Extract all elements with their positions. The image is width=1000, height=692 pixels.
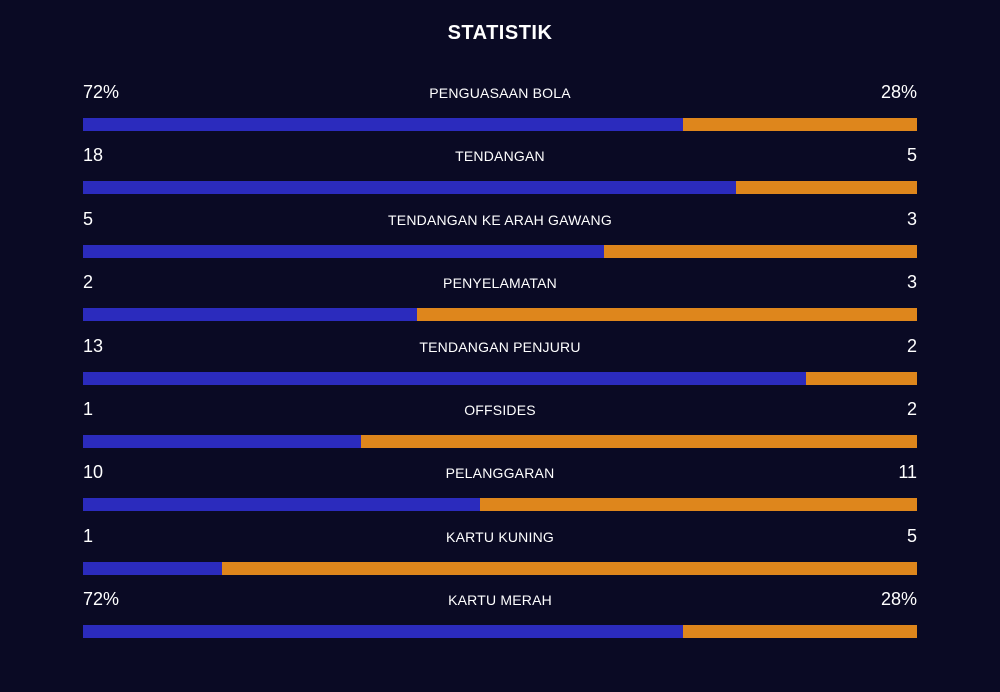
comparison-bar xyxy=(83,625,917,639)
away-value: 3 xyxy=(906,272,917,293)
stat-row-fouls: 10 PELANGGARAN 11 xyxy=(83,460,917,523)
stat-row-shots-on-target: 5 TENDANGAN KE ARAH GAWANG 3 xyxy=(83,207,917,270)
away-value: 5 xyxy=(906,525,917,546)
stat-label: TENDANGAN xyxy=(455,148,545,165)
home-value: 5 xyxy=(83,208,94,229)
comparison-bar xyxy=(83,371,917,385)
away-value: 3 xyxy=(906,208,917,229)
comparison-bar xyxy=(83,308,917,322)
away-value: 2 xyxy=(906,335,917,356)
away-value: 2 xyxy=(906,398,917,419)
home-value: 10 xyxy=(83,462,104,483)
away-bar-segment xyxy=(683,625,917,639)
stat-header: 10 PELANGGARAN 11 xyxy=(83,462,917,488)
away-bar-segment xyxy=(604,244,917,258)
stat-row-yellow-cards: 1 KARTU KUNING 5 xyxy=(83,524,917,587)
stat-row-corners: 13 TENDANGAN PENJURU 2 xyxy=(83,334,917,397)
page-title: STATISTIK xyxy=(447,22,553,44)
stat-label: OFFSIDES xyxy=(464,401,536,418)
stat-header: 72% PENGUASAAN BOLA 28% xyxy=(83,82,917,108)
comparison-bar xyxy=(83,118,917,131)
stat-header: 1 KARTU KUNING 5 xyxy=(83,526,917,552)
stat-label: KARTU MERAH xyxy=(448,592,552,609)
stat-header: 5 TENDANGAN KE ARAH GAWANG 3 xyxy=(83,209,917,235)
away-bar-segment xyxy=(416,308,917,322)
stat-row-shots: 18 TENDANGAN 5 xyxy=(83,143,917,206)
stat-label: PELANGGARAN xyxy=(445,465,555,482)
home-bar-segment xyxy=(83,118,684,131)
away-bar-segment xyxy=(736,181,917,195)
stat-label: KARTU KUNING xyxy=(446,528,554,545)
away-bar-segment xyxy=(479,498,917,512)
stat-header: 1 OFFSIDES 2 xyxy=(83,399,917,425)
comparison-bar xyxy=(83,181,917,195)
comparison-bar xyxy=(83,434,917,448)
home-value: 13 xyxy=(83,335,104,356)
home-bar-segment xyxy=(83,434,361,448)
away-value: 11 xyxy=(898,462,917,483)
away-bar-segment xyxy=(683,118,917,131)
stat-label: TENDANGAN KE ARAH GAWANG xyxy=(388,211,612,228)
home-value: 1 xyxy=(83,398,94,419)
home-bar-segment xyxy=(83,561,223,575)
stat-row-saves: 2 PENYELAMATAN 3 xyxy=(83,270,917,333)
stat-row-red-cards: 72% KARTU MERAH 28% xyxy=(83,587,917,650)
home-bar-segment xyxy=(83,181,737,195)
away-bar-segment xyxy=(806,371,917,385)
stat-header: 72% KARTU MERAH 28% xyxy=(83,589,917,615)
stat-row-possession: 72% PENGUASAAN BOLA 28% xyxy=(83,80,917,143)
home-value: 2 xyxy=(83,272,94,293)
stat-header: 2 PENYELAMATAN 3 xyxy=(83,272,917,298)
comparison-bar xyxy=(83,244,917,258)
stat-row-offsides: 1 OFFSIDES 2 xyxy=(83,397,917,460)
away-value: 28% xyxy=(880,82,917,102)
stat-header: 13 TENDANGAN PENJURU 2 xyxy=(83,336,917,362)
comparison-bar xyxy=(83,561,917,575)
stat-header: 18 TENDANGAN 5 xyxy=(83,145,917,171)
stats-list: 72% PENGUASAAN BOLA 28% 18 TENDANGAN 5 5… xyxy=(83,80,917,651)
away-bar-segment xyxy=(222,561,917,575)
home-value: 72% xyxy=(83,589,120,610)
home-bar-segment xyxy=(83,308,417,322)
stat-label: PENGUASAAN BOLA xyxy=(429,85,571,101)
home-bar-segment xyxy=(83,625,684,639)
comparison-bar xyxy=(83,498,917,512)
home-bar-segment xyxy=(83,371,807,385)
home-value: 72% xyxy=(83,82,120,102)
away-value: 28% xyxy=(880,589,917,610)
home-bar-segment xyxy=(83,498,480,512)
home-bar-segment xyxy=(83,244,605,258)
home-value: 18 xyxy=(83,145,104,166)
stat-label: TENDANGAN PENJURU xyxy=(419,338,581,355)
home-value: 1 xyxy=(83,525,94,546)
away-bar-segment xyxy=(360,434,917,448)
away-value: 5 xyxy=(906,145,917,166)
stat-label: PENYELAMATAN xyxy=(443,275,557,292)
